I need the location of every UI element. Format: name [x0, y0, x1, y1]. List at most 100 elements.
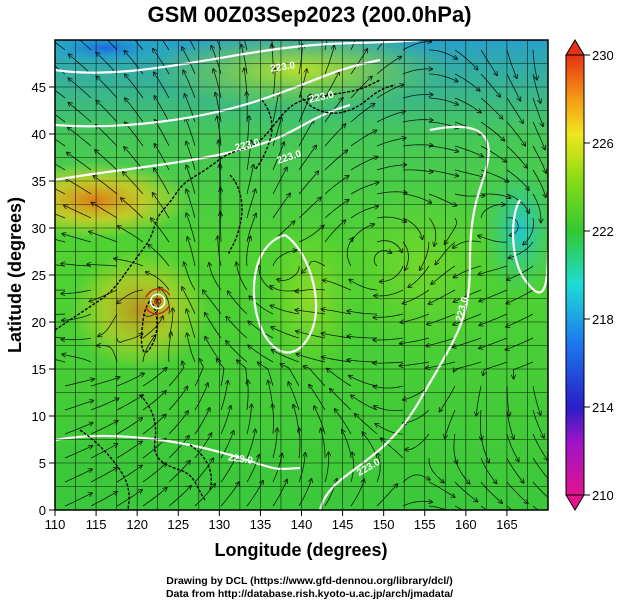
streamline	[298, 171, 319, 195]
streamline	[168, 411, 188, 435]
streamline	[445, 409, 456, 438]
streamline	[246, 455, 259, 483]
streamline	[186, 189, 196, 219]
streamline	[194, 359, 204, 387]
y-tick-label: 20	[32, 315, 46, 330]
streamline	[420, 241, 430, 270]
streamline	[480, 481, 502, 503]
streamline	[321, 333, 352, 339]
streamline	[298, 225, 324, 243]
streamline	[55, 238, 66, 243]
streamline	[213, 69, 222, 99]
streamline	[184, 262, 196, 291]
streamline	[55, 188, 66, 195]
colorbar-min-arrow	[565, 494, 585, 511]
streamline	[324, 220, 346, 243]
streamline	[220, 212, 221, 243]
streamline	[116, 441, 142, 459]
streamline	[62, 234, 92, 243]
streamline	[155, 120, 170, 147]
streamline	[159, 287, 170, 315]
streamline	[480, 97, 503, 119]
streamline	[532, 73, 541, 103]
streamline	[309, 385, 326, 411]
streamline	[148, 245, 170, 267]
streamline	[327, 369, 352, 387]
streamline	[480, 433, 489, 463]
streamline	[288, 382, 300, 411]
streamline	[55, 213, 66, 219]
streamline	[479, 313, 508, 325]
x-tick-label: 110	[45, 517, 66, 532]
streamline	[168, 461, 190, 483]
streamline	[428, 193, 457, 206]
streamline	[402, 241, 409, 270]
typhoon-symbol	[145, 288, 171, 315]
x-tick-label: 115	[86, 517, 107, 532]
streamline	[98, 313, 118, 336]
streamline	[68, 78, 92, 99]
streamline	[506, 313, 534, 327]
streamline	[351, 452, 354, 483]
streamline	[324, 46, 334, 75]
streamline	[428, 97, 458, 105]
streamline	[324, 452, 329, 483]
streamline	[280, 364, 300, 387]
streamline	[506, 505, 513, 510]
colorbar-scale	[565, 54, 585, 496]
streamline	[427, 313, 456, 325]
x-tick-label: 165	[496, 517, 518, 532]
streamline	[61, 264, 92, 267]
streamline	[355, 414, 378, 435]
colorbar-max-arrow	[565, 39, 585, 56]
streamline	[298, 453, 305, 483]
credit-data: Data from http://database.rish.kyoto-u.a…	[165, 588, 454, 600]
streamline	[476, 385, 482, 416]
y-tick-label: 40	[32, 127, 46, 142]
streamline	[295, 289, 326, 291]
streamline	[402, 501, 432, 507]
y-tick-label: 30	[32, 221, 46, 236]
streamline	[91, 203, 118, 219]
streamline	[125, 74, 144, 99]
streamline	[203, 290, 222, 315]
streamline	[373, 313, 404, 317]
streamline	[64, 469, 92, 483]
streamline	[246, 236, 251, 267]
streamline	[118, 226, 144, 243]
x-axis-ticks: 110 115 120 125 130 135 140 145 150 155 160 165	[45, 510, 518, 532]
streamline	[246, 189, 256, 219]
streamline	[405, 433, 430, 450]
streamline	[121, 198, 144, 219]
streamline	[89, 289, 118, 302]
coastline	[254, 99, 273, 171]
streamline	[350, 224, 374, 243]
streamline	[506, 49, 517, 78]
streamline	[142, 439, 166, 459]
y-tick-label: 10	[32, 409, 46, 424]
streamline	[68, 127, 92, 147]
colorbar-tick-label: 230	[592, 48, 614, 63]
streamline	[376, 111, 405, 123]
streamline	[55, 313, 66, 315]
streamline	[194, 383, 208, 411]
streamline	[68, 103, 92, 123]
streamline	[182, 287, 196, 315]
streamline	[453, 337, 482, 347]
streamline	[168, 386, 188, 411]
streamline	[247, 380, 248, 411]
streamline	[373, 251, 391, 267]
streamline	[376, 192, 407, 194]
contour-label: 223.0	[308, 89, 335, 105]
streamline	[116, 465, 142, 483]
x-tick-label: 135	[250, 517, 272, 532]
streamline	[186, 141, 196, 171]
streamline	[205, 313, 222, 339]
streamline	[376, 40, 386, 51]
colorbar: 210 214 218 222 226 230	[565, 39, 614, 511]
streamline	[270, 305, 300, 315]
streamline	[347, 336, 377, 338]
streamline	[323, 280, 352, 291]
streamline	[246, 140, 251, 171]
